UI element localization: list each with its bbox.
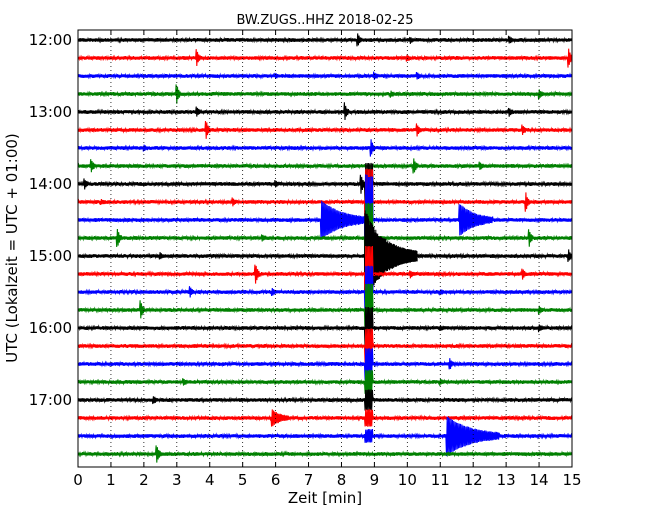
y-tick-label: 16:00	[29, 319, 72, 337]
y-tick-label: 12:00	[29, 31, 72, 49]
x-tick-label: 8	[337, 471, 347, 489]
traces-layer	[77, 33, 573, 463]
trace-1230	[77, 71, 573, 80]
trace-1315	[77, 120, 573, 139]
y-tick-label: 15:00	[29, 247, 72, 265]
y-axis-label: UTC (Lokalzeit = UTC + 01:00)	[3, 133, 21, 363]
x-tick-label: 5	[238, 471, 248, 489]
chart-title: BW.ZUGS..HHZ 2018-02-25	[236, 13, 413, 28]
trace-1445	[77, 202, 573, 273]
trace-1400	[77, 162, 573, 206]
x-tick-label: 14	[530, 471, 549, 489]
x-tick-label: 10	[398, 471, 417, 489]
y-tick-label: 17:00	[29, 391, 72, 409]
x-tick-label: 7	[304, 471, 314, 489]
trace-1600	[77, 306, 573, 350]
x-tick-label: 2	[139, 471, 149, 489]
x-tick-label: 11	[431, 471, 450, 489]
trace-1730	[77, 416, 573, 457]
trace-1200	[77, 33, 573, 47]
main-event-waveform	[364, 210, 418, 301]
x-tick-label: 6	[271, 471, 281, 489]
trace-1330	[77, 139, 573, 157]
x-tick-label: 1	[106, 471, 116, 489]
trace-1345	[77, 158, 573, 174]
x-axis-label: Zeit [min]	[288, 489, 362, 507]
y-tick-label: 13:00	[29, 103, 72, 121]
trace-1415	[77, 168, 573, 236]
plot-frame	[77, 29, 573, 468]
trace-1545	[77, 283, 573, 337]
trace-1530	[77, 265, 573, 319]
trace-1245	[77, 84, 573, 104]
trace-1215	[77, 48, 573, 68]
trace-1745	[77, 445, 573, 463]
y-tick-label: 14:00	[29, 175, 72, 193]
trace-1300	[77, 102, 573, 121]
trace-1430	[77, 174, 573, 266]
x-tick-label: 4	[205, 471, 215, 489]
trace-1645	[77, 369, 573, 395]
trace-1615	[77, 328, 573, 364]
trace-1700	[77, 389, 573, 411]
x-tick-label: 15	[562, 471, 581, 489]
grid-layer	[110, 30, 540, 467]
x-tick-label: 12	[464, 471, 483, 489]
x-tick-label: 0	[73, 471, 83, 489]
x-tick-label: 13	[497, 471, 516, 489]
x-tick-label: 3	[172, 471, 182, 489]
trace-1515	[77, 245, 573, 303]
trace-1630	[77, 348, 573, 380]
trace-1715	[77, 409, 573, 427]
ticks-layer: 0 1 2 3 4 5 6 7 8 9 10 11 12 13 14 1512:0013:0014:0015:…	[29, 30, 582, 489]
x-tick-label: 9	[370, 471, 380, 489]
trace-1500	[77, 224, 573, 288]
